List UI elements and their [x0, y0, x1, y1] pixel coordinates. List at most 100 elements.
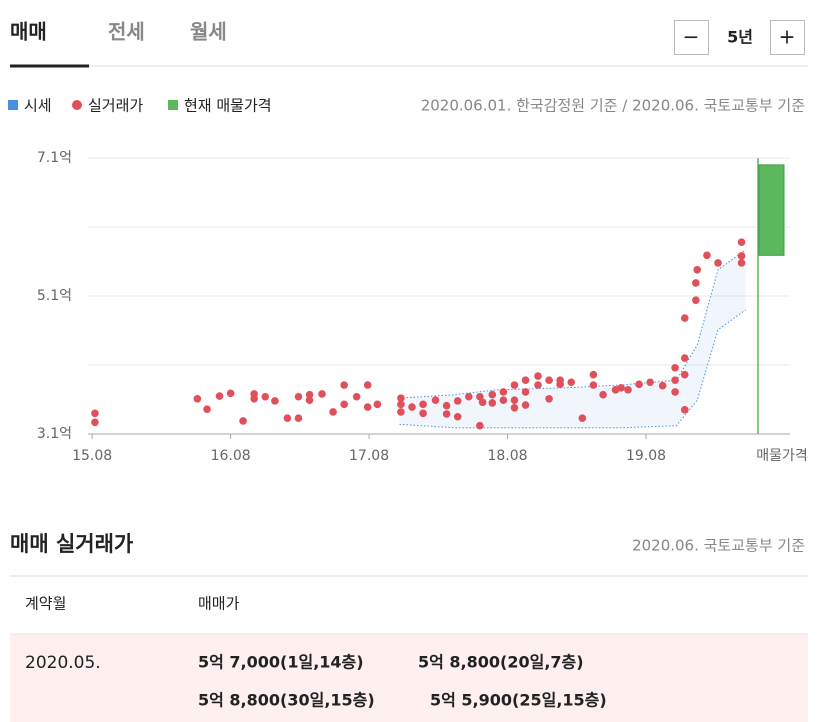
zoom-out-button[interactable]	[674, 20, 709, 55]
trade-point	[283, 414, 292, 422]
trade-point	[340, 400, 348, 409]
trade-point	[680, 406, 689, 414]
trade-point	[692, 296, 700, 304]
trade-point	[271, 397, 279, 405]
x-tick-label: 19.08	[626, 448, 666, 464]
zoom-period: 5년	[727, 28, 753, 47]
zoom-in-icon[interactable]: +	[779, 25, 796, 49]
trade-point	[703, 251, 711, 260]
trade-point	[567, 378, 576, 387]
trade-point	[363, 403, 372, 411]
trade-price: 5억 8,800(30일,15층)	[198, 691, 375, 710]
y-tick-label: 7.1억	[37, 150, 72, 166]
legend-swatch	[72, 100, 82, 110]
trade-point	[397, 400, 405, 409]
trade-point	[453, 397, 462, 405]
table-source: 2020.06. 국토교통부 기준	[632, 537, 805, 555]
trade-point	[521, 401, 530, 409]
tab[interactable]: 월세	[190, 20, 227, 44]
zoom-in-button[interactable]	[770, 20, 805, 55]
trade-point	[499, 396, 508, 404]
trade-point	[305, 396, 314, 404]
trade-point	[617, 383, 625, 392]
trade-point	[635, 380, 643, 389]
y-tick-label: 5.1억	[37, 288, 72, 304]
x-tick-label: 18.08	[487, 448, 527, 464]
trade-point	[693, 265, 702, 274]
trade-point	[680, 354, 689, 362]
trade-point	[250, 395, 258, 403]
trade-point	[556, 376, 564, 384]
trade-point	[737, 252, 746, 260]
tab[interactable]: 매매	[10, 20, 47, 44]
x-tick-label: 17.08	[349, 448, 389, 464]
trade-point	[340, 381, 348, 389]
trade-point	[294, 414, 303, 422]
trade-point	[510, 396, 519, 404]
trade-point	[671, 388, 679, 396]
trade-point	[442, 410, 451, 418]
column-header: 매매가	[198, 595, 240, 613]
trade-price: 5억 8,800(20일,7층)	[418, 653, 584, 672]
x-tick-label: 매물가격	[756, 448, 808, 464]
trade-price: 5억 7,000(1일,14층)	[198, 653, 364, 672]
trade-point	[397, 394, 405, 402]
trade-point	[431, 396, 440, 404]
x-tick-label: 15.08	[72, 448, 112, 464]
column-header: 계약월	[25, 595, 66, 613]
trade-point	[510, 381, 519, 389]
legend-label: 현재 매물가격	[184, 97, 272, 115]
trade-point	[476, 421, 484, 430]
trade-point	[589, 370, 598, 379]
contract-month: 2020.05.	[25, 653, 101, 673]
trade-point	[671, 363, 679, 372]
trade-point	[91, 418, 99, 427]
trade-point	[680, 370, 689, 379]
trade-point	[239, 417, 247, 425]
trade-point	[453, 412, 462, 421]
y-tick-label: 3.1억	[37, 426, 72, 442]
trade-point	[193, 395, 202, 403]
x-tick-label: 16.08	[211, 448, 251, 464]
trade-point	[589, 381, 598, 389]
trade-point	[305, 390, 314, 399]
trade-point	[215, 392, 224, 400]
trade-point	[646, 378, 654, 387]
trade-point	[658, 381, 667, 390]
section-title: 매매 실거래가	[10, 532, 134, 556]
zoom-out-icon[interactable]: −	[683, 25, 700, 49]
trade-point	[680, 314, 689, 322]
listing-range	[758, 164, 785, 256]
trade-point	[294, 392, 303, 401]
chart-source: 2020.06.01. 한국감정원 기준 / 2020.06. 국토교통부 기준	[421, 97, 806, 115]
trade-price: 5억 5,900(25일,15층)	[430, 691, 607, 710]
legend-label: 실거래가	[88, 97, 143, 115]
trade-point	[671, 376, 679, 384]
trade-point	[488, 399, 497, 407]
trade-point	[714, 259, 722, 267]
chart: 3.1억 5.1억 7.1억 15.08 16.08 17.08 18.08 19.08 매물가…	[37, 150, 808, 464]
trade-point	[599, 390, 607, 399]
trade-point	[464, 392, 473, 401]
price-band-low	[399, 309, 746, 429]
trade-point	[419, 409, 427, 418]
trade-point	[203, 405, 211, 413]
trade-point	[442, 401, 451, 410]
tab[interactable]: 전세	[108, 20, 145, 44]
trade-point	[261, 392, 270, 401]
trade-point	[545, 395, 553, 403]
trade-point	[534, 381, 542, 389]
table-row	[10, 634, 808, 722]
trade-point	[488, 390, 497, 399]
trade-point	[91, 409, 99, 418]
trade-point	[478, 398, 487, 407]
trade-point	[510, 403, 519, 412]
legend-swatch	[8, 100, 18, 110]
trade-point	[363, 381, 372, 389]
price-band	[399, 249, 746, 428]
trade-point	[397, 408, 405, 416]
trade-point	[373, 400, 382, 409]
trade-point	[408, 403, 416, 411]
legend-swatch	[168, 100, 178, 110]
